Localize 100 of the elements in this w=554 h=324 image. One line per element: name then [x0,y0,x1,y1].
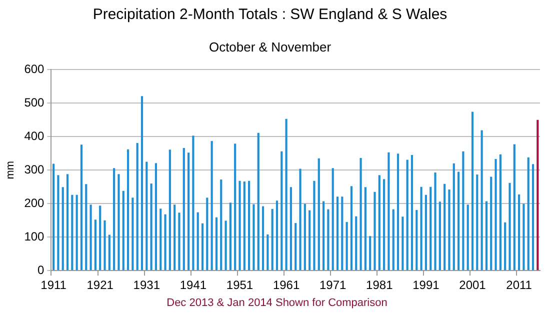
bar [452,163,455,270]
bar [304,204,306,270]
bar [327,209,330,270]
chart-subtitle: October & November [208,39,332,54]
y-tick-label: 200 [24,196,45,210]
bar [118,174,120,270]
bar [420,186,422,270]
bar [104,220,106,270]
bar [266,234,269,270]
bar [522,204,525,270]
bar [168,150,171,270]
bar [94,220,96,270]
bar [406,160,408,270]
bar [346,222,348,270]
y-tick-label: 300 [24,162,45,176]
bar [206,198,208,270]
bar [332,168,334,270]
bar [485,201,488,270]
x-tick-label: 1911 [40,278,67,292]
bar [448,190,450,270]
bar [508,182,511,270]
bar [318,158,320,270]
bar [196,212,199,270]
bar [257,132,260,270]
bar [364,187,366,270]
bar [392,209,394,270]
bar [360,158,362,270]
bar [285,118,288,270]
y-tick-label: 600 [24,62,45,76]
bar [57,175,60,270]
bar [113,168,116,270]
bar [513,144,516,270]
bar [220,179,222,270]
bar [85,184,88,270]
bar [355,216,358,270]
bar [430,186,432,270]
bar [378,175,380,270]
bar [369,236,372,270]
bar [234,144,236,270]
bar [462,151,464,270]
bar [66,174,69,270]
x-tick-label: 1931 [133,278,160,292]
bar [174,204,176,270]
x-tick-label: 1971 [320,278,347,292]
bar [215,217,218,270]
y-axis-title: mm [4,160,17,180]
bar [150,184,152,270]
bar [160,208,162,270]
bar [122,190,124,270]
bar [494,159,497,270]
bar [383,179,386,270]
text: Dec 2013 & Jan 2014 Shown for Comparison [166,297,388,309]
y-tick-label: 500 [24,95,45,110]
bar [388,152,390,270]
x-tick-label: 2011 [506,278,532,292]
bar [290,187,292,270]
bar [140,96,144,270]
bar [164,214,166,270]
bar [201,223,204,270]
bar [480,130,483,270]
bar [252,204,255,270]
bar [424,194,427,270]
bar [90,204,92,270]
bar [444,184,446,270]
bar [466,204,469,270]
bar [499,154,502,270]
x-tick-label: 1921 [86,278,114,292]
x-tick-label: 1991 [412,278,440,292]
bar [457,172,460,270]
bar [71,194,74,270]
bar [224,220,227,270]
x-tick-label: 2001 [459,278,486,292]
bar [308,210,311,270]
bar [322,201,325,270]
bar [476,174,478,270]
bar [471,112,474,270]
bar [146,162,148,270]
bar [238,180,241,270]
bar [178,212,180,270]
bar [262,206,264,270]
bar [276,200,278,270]
bar [527,157,530,270]
chart-title: Precipitation 2-Month Totals : SW England & S Wales [92,6,448,24]
bar [76,194,78,270]
bar [154,163,158,270]
x-tick-label: 1941 [180,278,207,292]
bar [62,187,64,270]
bar [402,216,404,270]
bar [536,120,539,270]
bar [271,208,274,270]
bar [434,172,436,270]
bar [108,234,110,270]
bar [341,196,344,270]
x-tick-label: 1981 [366,278,394,292]
bar [532,164,534,270]
bar [410,155,414,270]
bar [243,181,246,270]
bar [229,202,232,270]
bar [313,180,316,270]
bar [294,223,297,270]
